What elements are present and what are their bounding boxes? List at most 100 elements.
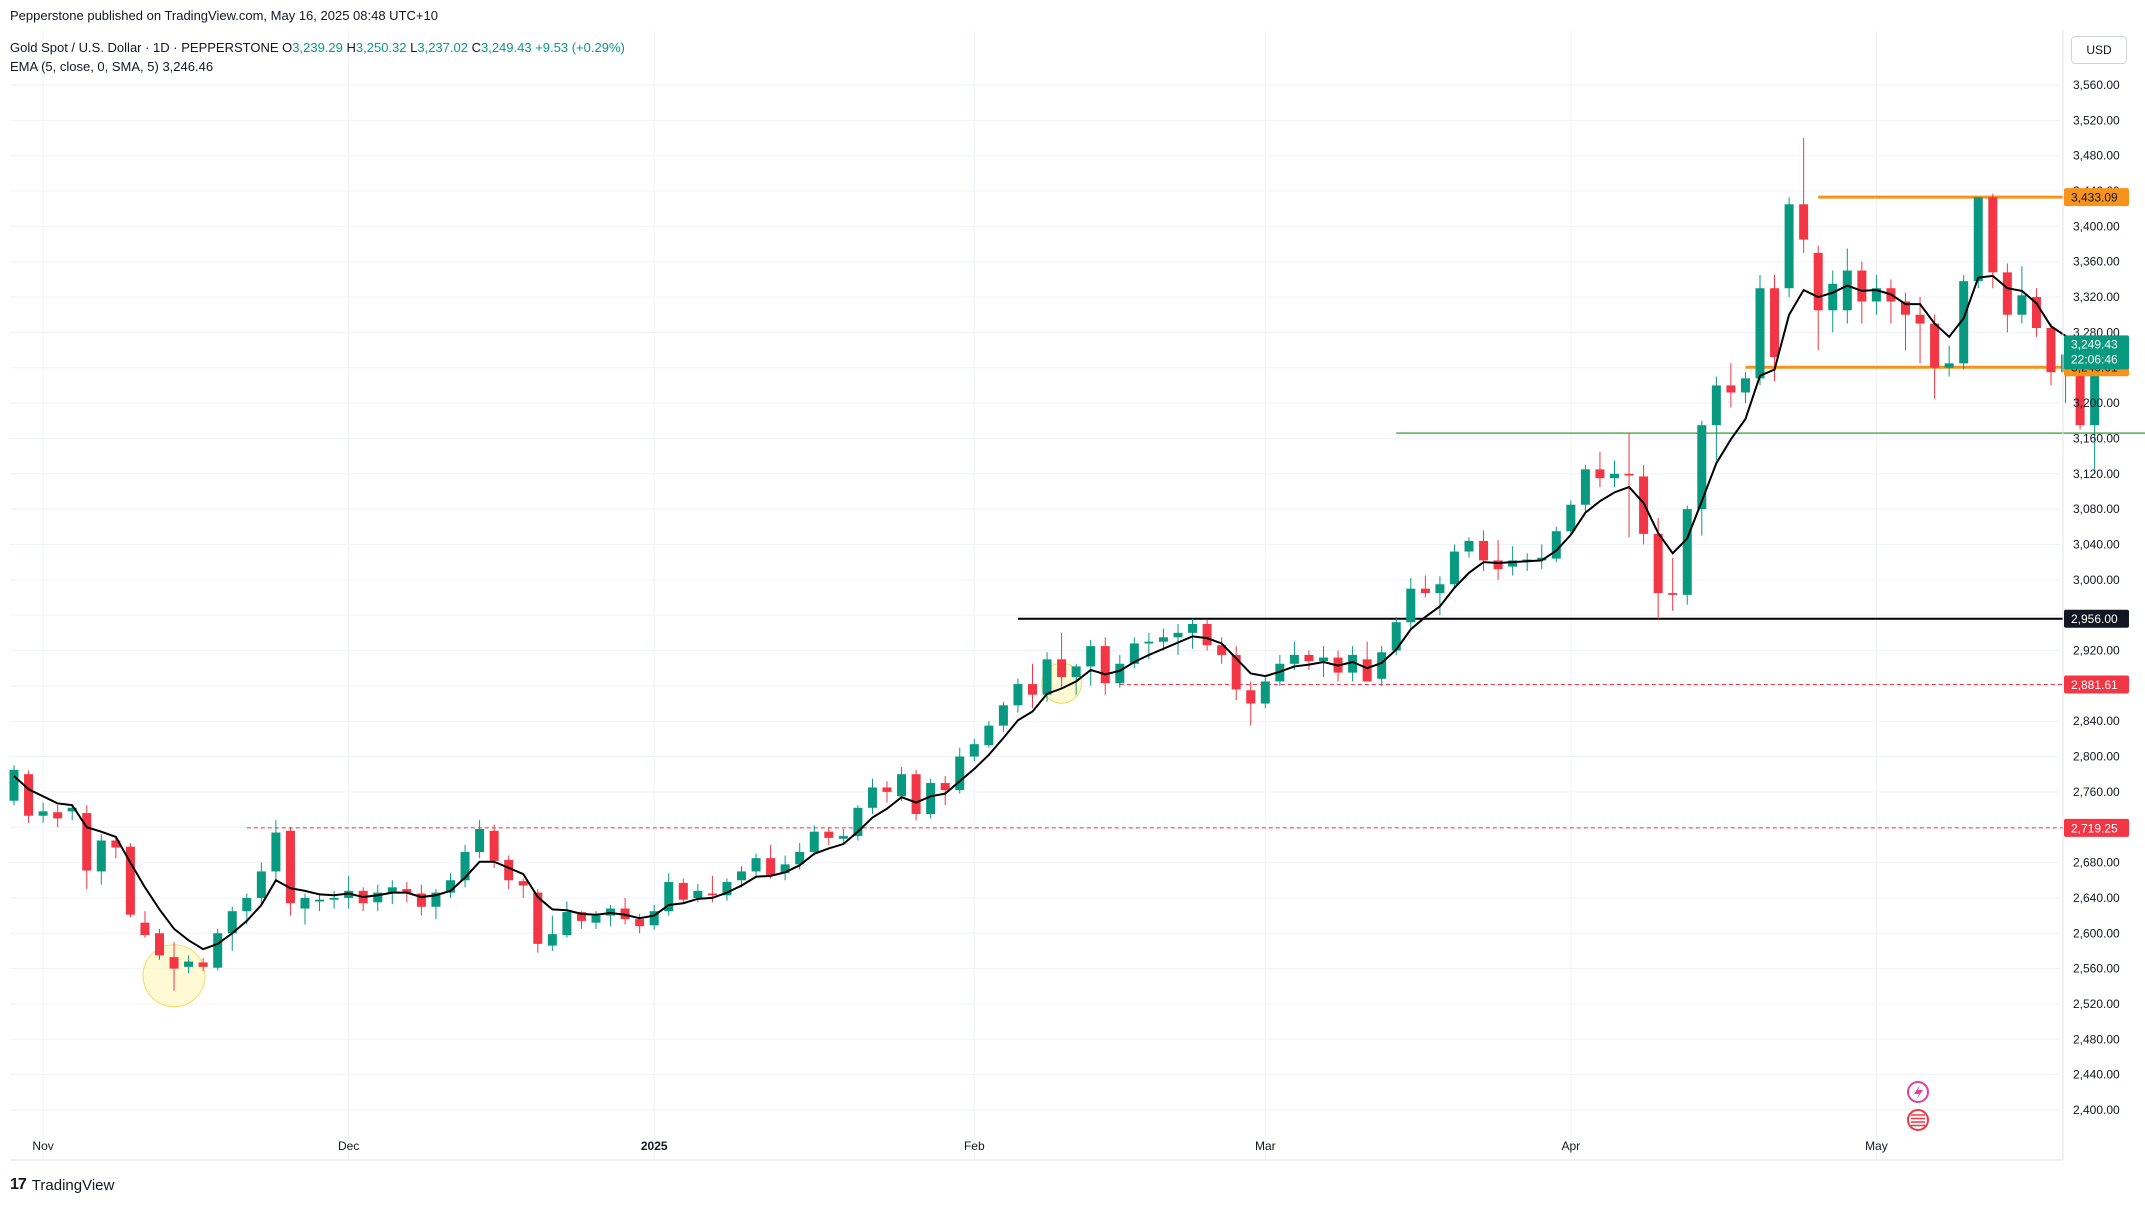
candle-body (911, 774, 921, 814)
candle-body (1508, 560, 1518, 567)
candle-body (402, 889, 412, 894)
candle-body (1319, 657, 1328, 662)
candle-body (1260, 681, 1270, 704)
candle-body (1842, 270, 1852, 311)
price-tick-label: 3,400.00 (2073, 219, 2120, 233)
price-tick-label: 3,560.00 (2073, 78, 2120, 92)
us-flag-event-icon (1907, 1109, 1929, 1131)
highlight-circles (142, 662, 1083, 1008)
price-tick-label: 3,520.00 (2073, 113, 2120, 127)
currency-button[interactable]: USD (2071, 36, 2127, 64)
ema-value: 3,246.46 (162, 59, 214, 74)
price-level-tag-text: 3,433.09 (2071, 191, 2118, 205)
symbol-legend[interactable]: Gold Spot / U.S. Dollar · 1D · PEPPERSTO… (10, 40, 625, 55)
ohlc-low-value: 3,237.02 (417, 40, 468, 55)
candle-body (198, 962, 208, 967)
price-tick-label: 3,000.00 (2073, 573, 2120, 587)
candle-body (838, 836, 848, 839)
lightning-glyph (1914, 1085, 1923, 1100)
candle-body (1202, 624, 1212, 646)
candle-body (1580, 469, 1590, 505)
candle-body (213, 933, 223, 968)
candle-body (1697, 425, 1707, 510)
candle-body (1610, 473, 1619, 479)
price-tick-label: 3,480.00 (2073, 149, 2120, 163)
price-level-tag (2064, 188, 2129, 207)
candle-body (882, 787, 892, 792)
candle-body (504, 859, 514, 881)
candle-body (489, 830, 499, 861)
candle-body (1420, 588, 1430, 594)
candle-body (1857, 270, 1867, 302)
price-tick-label: 2,640.00 (2073, 891, 2120, 905)
candle-body (475, 829, 485, 852)
candle-body (1988, 197, 1998, 273)
candle-body (737, 871, 746, 881)
candle-body (1449, 551, 1459, 585)
price-tick-label: 2,680.00 (2073, 856, 2120, 870)
candle-body (1391, 622, 1401, 651)
candle-body (256, 871, 266, 898)
candle-body (2075, 354, 2085, 426)
candle-body (2017, 295, 2027, 315)
ema-legend[interactable]: EMA (5, close, 0, SMA, 5) 3,246.46 (10, 59, 213, 74)
candle-body (1406, 588, 1416, 623)
candle-body (998, 705, 1008, 726)
candle-body (300, 897, 310, 909)
ema-label[interactable]: EMA (5, close, 0, SMA, 5) (10, 59, 159, 74)
symbol-name[interactable]: Gold Spot / U.S. Dollar · 1D · PEPPERSTO… (10, 40, 279, 55)
candle-body (1100, 646, 1110, 684)
price-tick-label: 3,320.00 (2073, 290, 2120, 304)
candle-body (1435, 584, 1445, 594)
price-tick-label: 2,800.00 (2073, 750, 2120, 764)
time-tick-label: May (1865, 1139, 1888, 1153)
candle-body (1930, 323, 1940, 368)
candle-body (1682, 509, 1692, 595)
candle-body (926, 783, 936, 814)
candle-body (1828, 283, 1838, 311)
candle-body (1115, 663, 1125, 684)
candle-body (766, 858, 776, 875)
ema-line (13, 274, 2110, 951)
countdown-text: 22:06:46 (2071, 352, 2118, 366)
candle-body (38, 811, 48, 816)
candle-body (1057, 659, 1067, 678)
candle-body (780, 864, 790, 874)
tradingview-logo[interactable]: 17 TradingView (10, 1176, 114, 1194)
candle-body (1973, 197, 1983, 282)
candle-body (1944, 363, 1954, 368)
price-tick-label: 2,600.00 (2073, 926, 2120, 940)
ohlc-high-value: 3,250.32 (355, 40, 407, 55)
time-axis: Nov Dec 2025 Feb Mar Apr May (10, 1081, 2063, 1161)
candle-body (1784, 204, 1794, 289)
candle-body (1595, 469, 1605, 479)
candle-body (1304, 654, 1314, 662)
price-tick-label: 3,120.00 (2073, 467, 2120, 481)
price-tick-label: 3,040.00 (2073, 537, 2120, 551)
price-tick-label: 2,480.00 (2073, 1032, 2120, 1046)
candle-body (1770, 288, 1780, 358)
candle-body (722, 882, 732, 896)
ohlc-low-label: L (410, 40, 418, 55)
candle-body (271, 832, 281, 872)
price-tick-label: 2,400.00 (2073, 1103, 2120, 1117)
candle-body (2002, 272, 2012, 315)
time-tick-label: Dec (338, 1139, 359, 1153)
candle-body (853, 807, 863, 837)
candle-body (1231, 654, 1241, 690)
candle-body (897, 774, 907, 797)
candle-body (82, 813, 92, 871)
candle-body (1188, 624, 1198, 633)
price-tick-label: 3,080.00 (2073, 502, 2120, 516)
ohlc-change: +9.53 (+0.29%) (535, 40, 625, 55)
time-tick-label: Mar (1255, 1139, 1276, 1153)
candle-body (809, 831, 819, 852)
candle-body (184, 961, 194, 967)
last-price-text: 3,249.43 (2071, 337, 2118, 351)
candle-body (1493, 560, 1503, 570)
candle-body (1217, 645, 1227, 655)
publisher-line: Pepperstone published on TradingView.com… (10, 8, 438, 23)
candle-body (1668, 593, 1678, 595)
